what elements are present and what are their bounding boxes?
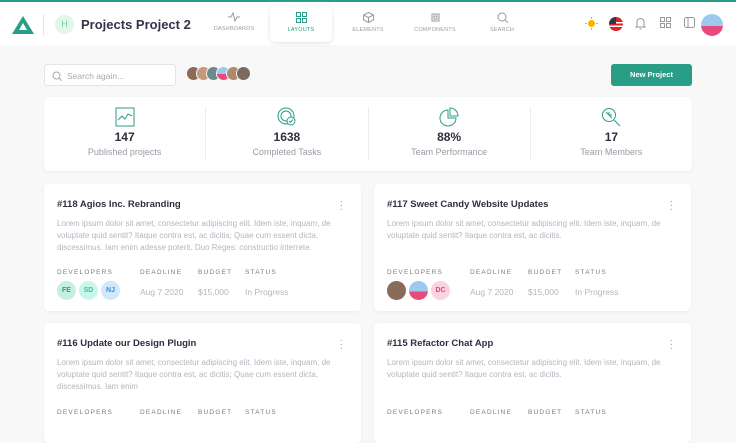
developer-avatar[interactable]: [409, 281, 428, 300]
developers-label: DEVELOPERS: [57, 409, 114, 416]
nav-elements[interactable]: ELEMENTS: [337, 6, 399, 42]
avatar[interactable]: [236, 66, 251, 81]
nav-label: LAYOUTS: [287, 27, 315, 33]
search-icon: [497, 12, 508, 23]
more-options-icon[interactable]: · · ·: [339, 335, 343, 354]
chip-icon: [431, 13, 439, 22]
sun-icon[interactable]: [585, 17, 598, 30]
deadline-value: Aug 7 2020: [470, 287, 514, 297]
deadline-value: Aug 7 2020: [140, 287, 184, 297]
status-label: STATUS: [245, 409, 277, 416]
fingerprint-check-icon: [277, 107, 296, 126]
nav-label: COMPONENTS: [414, 27, 456, 33]
project-card[interactable]: #117 Sweet Candy Website Updates · · · Lor…: [374, 184, 691, 311]
developer-avatar[interactable]: [387, 281, 406, 300]
stat-published: 147 Published projects: [44, 107, 205, 161]
stats-panel: 147 Published projects 1638 Completed Task…: [44, 97, 692, 171]
project-card[interactable]: #115 Refactor Chat App · · · Lorem ipsum d…: [374, 323, 691, 443]
developer-avatar[interactable]: DC: [431, 281, 450, 300]
chart-icon: [115, 107, 135, 127]
stat-label: Published projects: [87, 147, 162, 157]
new-project-button[interactable]: New Project: [611, 64, 692, 86]
nav-search[interactable]: SEARCH: [471, 6, 533, 42]
stat-label: Completed Tasks: [252, 147, 322, 157]
more-options-icon[interactable]: · · ·: [339, 196, 343, 215]
us-flag-icon[interactable]: [609, 17, 623, 31]
developers-label: DEVELOPERS: [57, 269, 114, 276]
developer-avatar[interactable]: FE: [57, 281, 76, 300]
status-label: STATUS: [575, 269, 607, 276]
project-title[interactable]: #117 Sweet Candy Website Updates: [387, 199, 549, 210]
stat-tasks: 1638 Completed Tasks: [205, 107, 367, 161]
project-title[interactable]: #118 Agios Inc. Rebranding: [57, 199, 181, 210]
deadline-label: DEADLINE: [470, 269, 513, 276]
more-options-icon[interactable]: · · ·: [669, 196, 673, 215]
status-value: In Progress: [575, 287, 619, 297]
team-avatars: [186, 66, 251, 81]
developer-avatar[interactable]: SD: [79, 281, 98, 300]
budget-label: BUDGET: [198, 269, 233, 276]
stat-value: 147: [114, 130, 135, 144]
nav-label: ELEMENTS: [352, 27, 384, 33]
divider: [43, 14, 44, 36]
stat-performance: 88% Team Performance: [367, 107, 530, 161]
nav-dashboards[interactable]: DASHBOARDS: [203, 6, 265, 42]
activity-icon: [228, 12, 240, 22]
logo-icon[interactable]: [12, 16, 34, 34]
project-title[interactable]: #116 Update our Design Plugin: [57, 338, 197, 349]
nav-layouts[interactable]: LAYOUTS: [270, 6, 332, 42]
project-title[interactable]: #115 Refactor Chat App: [387, 338, 494, 349]
search-input[interactable]: Search again...: [44, 64, 176, 86]
project-description: Lorem ipsum dolor sit amet, consectetur …: [57, 358, 331, 391]
stat-label: Team Performance: [411, 147, 488, 157]
developer-avatar[interactable]: NJ: [101, 281, 120, 300]
deadline-label: DEADLINE: [140, 409, 183, 416]
cube-icon: [362, 12, 374, 23]
project-card[interactable]: #118 Agios Inc. Rebranding · · · Lorem ips…: [44, 184, 361, 311]
project-card[interactable]: #116 Update our Design Plugin · · · Lorem …: [44, 323, 361, 443]
stat-label: Team Members: [580, 147, 643, 157]
user-avatar[interactable]: [701, 14, 723, 36]
project-badge: H: [55, 15, 74, 34]
stat-value: 88%: [437, 130, 462, 144]
sidebar-toggle-icon[interactable]: [684, 17, 695, 28]
stat-members: 17 Team Members: [529, 107, 692, 161]
budget-label: BUDGET: [528, 409, 563, 416]
stat-value: 17: [604, 130, 619, 144]
budget-value: $15,000: [528, 287, 559, 297]
project-description: Lorem ipsum dolor sit amet, consectetur …: [57, 219, 331, 252]
apps-icon[interactable]: [660, 17, 671, 28]
nav-components[interactable]: COMPONENTS: [404, 6, 466, 42]
leaf-search-icon: [602, 108, 621, 127]
status-label: STATUS: [575, 409, 607, 416]
page-title: Projects Project 2: [81, 17, 191, 32]
stat-value: 1638: [273, 130, 301, 144]
pie-chart-icon: [439, 107, 459, 127]
search-icon: [52, 71, 62, 81]
nav-label: SEARCH: [489, 27, 515, 33]
developers-label: DEVELOPERS: [387, 269, 444, 276]
status-value: In Progress: [245, 287, 289, 297]
more-options-icon[interactable]: · · ·: [669, 335, 673, 354]
nav-label: DASHBOARDS: [213, 26, 255, 32]
project-description: Lorem ipsum dolor sit amet, consectetur …: [387, 358, 661, 379]
deadline-label: DEADLINE: [140, 269, 183, 276]
search-placeholder: Search again...: [67, 71, 125, 81]
bell-icon[interactable]: [635, 17, 646, 30]
deadline-label: DEADLINE: [470, 409, 513, 416]
budget-value: $15,000: [198, 287, 229, 297]
top-header: H Projects Project 2 DASHBOARDS LAYOUTS …: [0, 0, 736, 45]
developers-label: DEVELOPERS: [387, 409, 444, 416]
project-description: Lorem ipsum dolor sit amet, consectetur …: [387, 219, 661, 240]
budget-label: BUDGET: [198, 409, 233, 416]
grid-icon: [295, 12, 307, 23]
budget-label: BUDGET: [528, 269, 563, 276]
status-label: STATUS: [245, 269, 277, 276]
